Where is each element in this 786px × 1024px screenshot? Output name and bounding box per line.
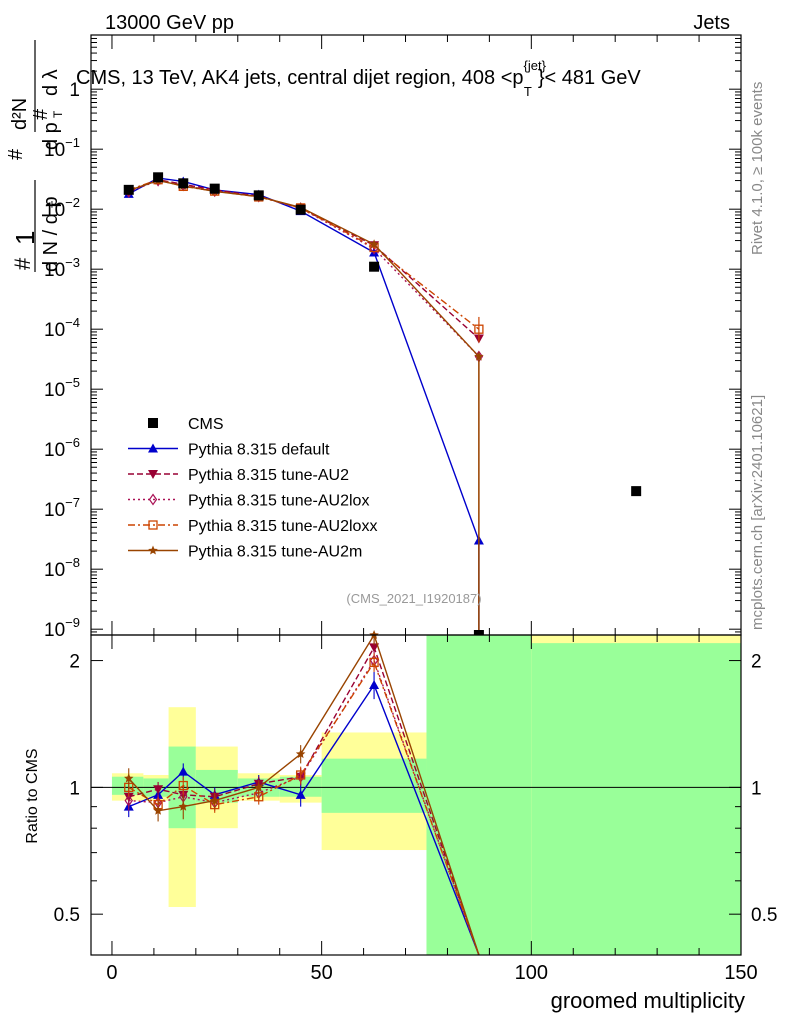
ratio-line-pythia-8-315-tune-au2m (128, 633, 480, 956)
svg-text:T: T (51, 110, 65, 118)
data-point (153, 172, 164, 183)
ratio-point (369, 643, 380, 653)
x-tick-label: 0 (106, 962, 117, 984)
main-y-tick-label: 10−4 (44, 315, 80, 341)
x-axis-label: groomed multiplicity (551, 988, 745, 1013)
ratio-frame (90, 634, 742, 956)
legend-label: CMS (188, 416, 224, 433)
data-point (123, 184, 134, 195)
ratio-y-tick-label-right: 0.5 (751, 905, 777, 926)
ratio-point (295, 789, 306, 799)
ratio-point (295, 749, 306, 759)
data-point (295, 204, 306, 215)
ratio-point (178, 766, 189, 776)
ratio-point (153, 785, 164, 795)
legend-marker (148, 418, 158, 428)
ratio-point (369, 679, 380, 689)
data-point (631, 486, 642, 497)
main-line-pythia-8-315-tune-au2loxx (128, 178, 480, 330)
legend-marker (148, 443, 158, 453)
main-y-tick-label: 10−6 (44, 435, 80, 461)
ratio-y-tick-label: 0.5 (54, 905, 80, 926)
ratio-point (124, 773, 134, 783)
main-y-tick-label: 10−9 (44, 615, 80, 641)
plot-title: CMS, 13 TeV, AK4 jets, central dijet reg… (76, 58, 641, 99)
band-inner-8 (531, 643, 741, 955)
ratio-y-axis-label: Ratio to CMS (24, 748, 41, 843)
svg-text:d p: d p (40, 122, 62, 150)
svg-text:#: # (30, 108, 52, 120)
ratio-point (369, 657, 379, 668)
svg-text:1: 1 (10, 231, 40, 245)
ratio-y-tick-label: 2 (69, 652, 80, 673)
main-line-pythia-8-315-default (128, 177, 480, 635)
legend-label: Pythia 8.315 tune-AU2 (188, 467, 349, 484)
ratio-line-pythia-8-315-tune-au2loxx (128, 660, 480, 956)
ratio-y-tick-label-right: 1 (751, 778, 762, 799)
svg-text:d λ: d λ (40, 69, 62, 96)
legend-marker (148, 545, 158, 555)
header-left: 13000 GeV pp (105, 12, 234, 34)
main-point (369, 239, 379, 249)
band-inner-7 (426, 635, 532, 955)
ratio-point (153, 805, 163, 815)
ratio-point (254, 782, 264, 792)
ratio-line-pythia-8-315-tune-au2lox (128, 659, 480, 956)
rivet-label: Rivet 4.1.0, ≥ 100k events (749, 82, 766, 255)
ratio-point (296, 770, 306, 780)
band-inner-0 (111, 776, 144, 795)
x-tick-label: 50 (311, 962, 333, 984)
legend-marker (148, 520, 158, 530)
main-y-axis-label: # 1 d N / d p T # d²N # d p T d λ (5, 40, 65, 272)
legend-label: Pythia 8.315 tune-AU2lox (188, 493, 369, 510)
svg-text:d²N: d²N (9, 98, 31, 130)
svg-text:d N / d p: d N / d p (40, 196, 62, 272)
ratio-point (210, 795, 220, 805)
main-line-pythia-8-315-tune-au2 (128, 178, 480, 340)
main-y-tick-label: 10−7 (44, 495, 80, 521)
legend-marker (148, 470, 158, 479)
svg-text:#: # (10, 257, 35, 270)
legend: CMS Pythia 8.315 default Pythia 8.315 tune… (128, 416, 377, 561)
band-inner-6 (321, 758, 427, 813)
svg-text:T: T (49, 200, 63, 208)
ratio-y-tick-label: 1 (69, 778, 80, 799)
data-point (178, 178, 189, 189)
analysis-watermark: (CMS_2021_I1920187) (346, 591, 481, 606)
plot-frames: 1 10−1 10−2 10−3 10−4 10−5 10−6 10−7 10−8 10−9 0.5… (44, 34, 777, 984)
ratio-line-pythia-8-315-tune-au2 (128, 645, 480, 956)
svg-text:#: # (5, 148, 27, 160)
legend-label: Pythia 8.315 default (188, 442, 330, 459)
ratio-point (124, 794, 133, 807)
data-point (253, 190, 264, 201)
ratio-plot (91, 630, 741, 956)
x-tick-label: 100 (515, 962, 548, 984)
main-y-tick-label: 10−8 (44, 555, 80, 581)
main-line-pythia-8-315-tune-au2m (128, 179, 480, 635)
legend-label: Pythia 8.315 tune-AU2m (188, 544, 362, 561)
ratio-point (178, 780, 188, 791)
data-point (209, 183, 220, 194)
header-right: Jets (693, 12, 730, 34)
data-point-edge (473, 630, 484, 635)
ratio-point (178, 801, 188, 811)
ratio-line-pythia-8-315-default (128, 683, 480, 956)
main-y-tick-label: 10−5 (44, 375, 80, 401)
main-y-tick-label: 10−3 (44, 255, 80, 281)
main-plot (123, 172, 642, 635)
mcplots-label: mcplots.cern.ch [arXiv:2401.10621] (749, 395, 766, 630)
ratio-y-tick-label-right: 2 (751, 652, 762, 673)
main-y-tick-label: 10−1 (44, 135, 80, 161)
legend-label: Pythia 8.315 tune-AU2loxx (188, 518, 377, 535)
main-y-tick-label: 1 (69, 80, 80, 101)
legend-marker (148, 493, 158, 506)
x-tick-label: 150 (724, 962, 757, 984)
data-point (369, 261, 380, 272)
main-y-tick-label: 10−2 (44, 195, 80, 221)
